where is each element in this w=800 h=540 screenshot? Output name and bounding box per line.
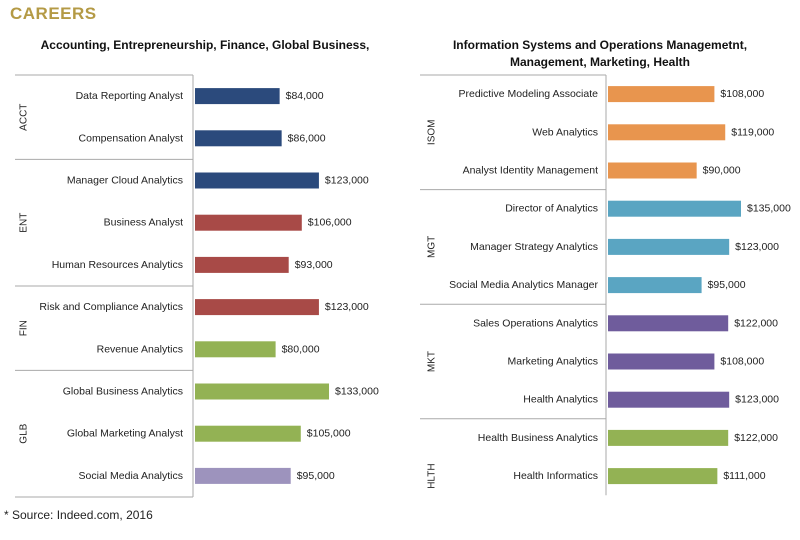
value-label: $95,000: [708, 279, 746, 291]
value-label: $93,000: [295, 259, 333, 271]
value-label: $133,000: [335, 386, 379, 398]
value-label: $108,000: [720, 356, 764, 368]
value-label: $84,000: [286, 90, 324, 102]
group-label: HLTH: [427, 463, 438, 488]
value-label: $135,000: [747, 203, 791, 215]
category-label: Health Informatics: [513, 470, 598, 482]
category-label: Social Media Analytics Manager: [449, 279, 598, 291]
category-label: Marketing Analytics: [508, 356, 598, 368]
source-note: * Source: Indeed.com, 2016: [4, 508, 153, 522]
category-label: Revenue Analytics: [97, 343, 183, 355]
value-label: $123,000: [325, 175, 369, 187]
category-label: Web Analytics: [532, 126, 598, 138]
value-label: $108,000: [720, 88, 764, 100]
bar: [195, 383, 329, 400]
category-label: Manager Cloud Analytics: [67, 175, 183, 187]
group-label: ACCT: [19, 104, 30, 131]
value-label: $95,000: [297, 470, 335, 482]
bar: [608, 238, 730, 255]
bar: [195, 172, 319, 189]
bar: [608, 86, 715, 103]
value-label: $122,000: [734, 317, 778, 329]
bar: [608, 391, 730, 408]
bar: [608, 429, 729, 446]
bar: [195, 341, 276, 358]
bar: [608, 200, 741, 217]
value-label: $80,000: [282, 343, 320, 355]
bar: [195, 256, 289, 273]
category-label: Business Analyst: [104, 217, 183, 229]
bar: [608, 162, 697, 179]
category-label: Predictive Modeling Associate: [459, 88, 599, 100]
page-title: CAREERS: [10, 4, 97, 23]
group-label: MKT: [427, 351, 438, 372]
bar: [608, 315, 729, 332]
value-label: $90,000: [703, 165, 741, 177]
category-label: Analyst Identity Management: [463, 165, 598, 177]
category-label: Social Media Analytics: [79, 470, 183, 482]
category-label: Sales Operations Analytics: [473, 317, 598, 329]
right-chart-title: Information Systems and Operations Manag…: [410, 37, 790, 71]
category-label: Manager Strategy Analytics: [470, 241, 598, 253]
chart-title-line: Accounting, Entrepreneurship, Finance, G…: [40, 38, 370, 52]
bar: [195, 299, 319, 316]
category-label: Compensation Analyst: [79, 132, 184, 144]
value-label: $86,000: [288, 132, 326, 144]
value-label: $123,000: [325, 301, 369, 313]
category-label: Human Resources Analytics: [52, 259, 183, 271]
category-label: Global Marketing Analyst: [67, 428, 183, 440]
value-label: $119,000: [731, 126, 774, 138]
bar: [195, 88, 280, 105]
chart-title-line: Information Systems and Operations Manag…: [452, 38, 748, 52]
right-bar-chart: ISOM MGT MKT HLTH Predictive Modeling Associ…: [419, 74, 791, 496]
bar: [195, 425, 301, 442]
left-bar-chart: ACCT ENT FIN GLB Data Reporting Analyst $84,0…: [14, 74, 379, 498]
bar: [195, 130, 282, 147]
bar: [608, 468, 718, 485]
category-label: Risk and Compliance Analytics: [39, 301, 183, 313]
bar: [608, 277, 702, 294]
bar: [608, 124, 726, 141]
bar: [195, 214, 302, 231]
chart-title-line: Management, Marketing, Health: [509, 55, 691, 69]
category-label: Health Business Analytics: [478, 432, 598, 444]
category-label: Data Reporting Analyst: [76, 90, 183, 102]
group-label: FIN: [19, 320, 30, 336]
group-label: ISOM: [427, 120, 438, 146]
value-label: $122,000: [734, 432, 778, 444]
category-label: Global Business Analytics: [63, 386, 183, 398]
group-label: GLB: [19, 423, 30, 443]
value-label: $123,000: [735, 241, 779, 253]
group-label: ENT: [19, 213, 30, 233]
value-label: $111,000: [723, 470, 765, 482]
value-label: $106,000: [308, 217, 352, 229]
category-label: Health Analytics: [523, 394, 598, 406]
group-label: MGT: [427, 236, 438, 258]
bar: [608, 353, 715, 370]
bar: [195, 467, 291, 484]
left-chart-title: Accounting, Entrepreneurship, Finance, G…: [20, 37, 390, 54]
category-label: Director of Analytics: [505, 203, 598, 215]
value-label: $105,000: [307, 428, 351, 440]
value-label: $123,000: [735, 394, 779, 406]
